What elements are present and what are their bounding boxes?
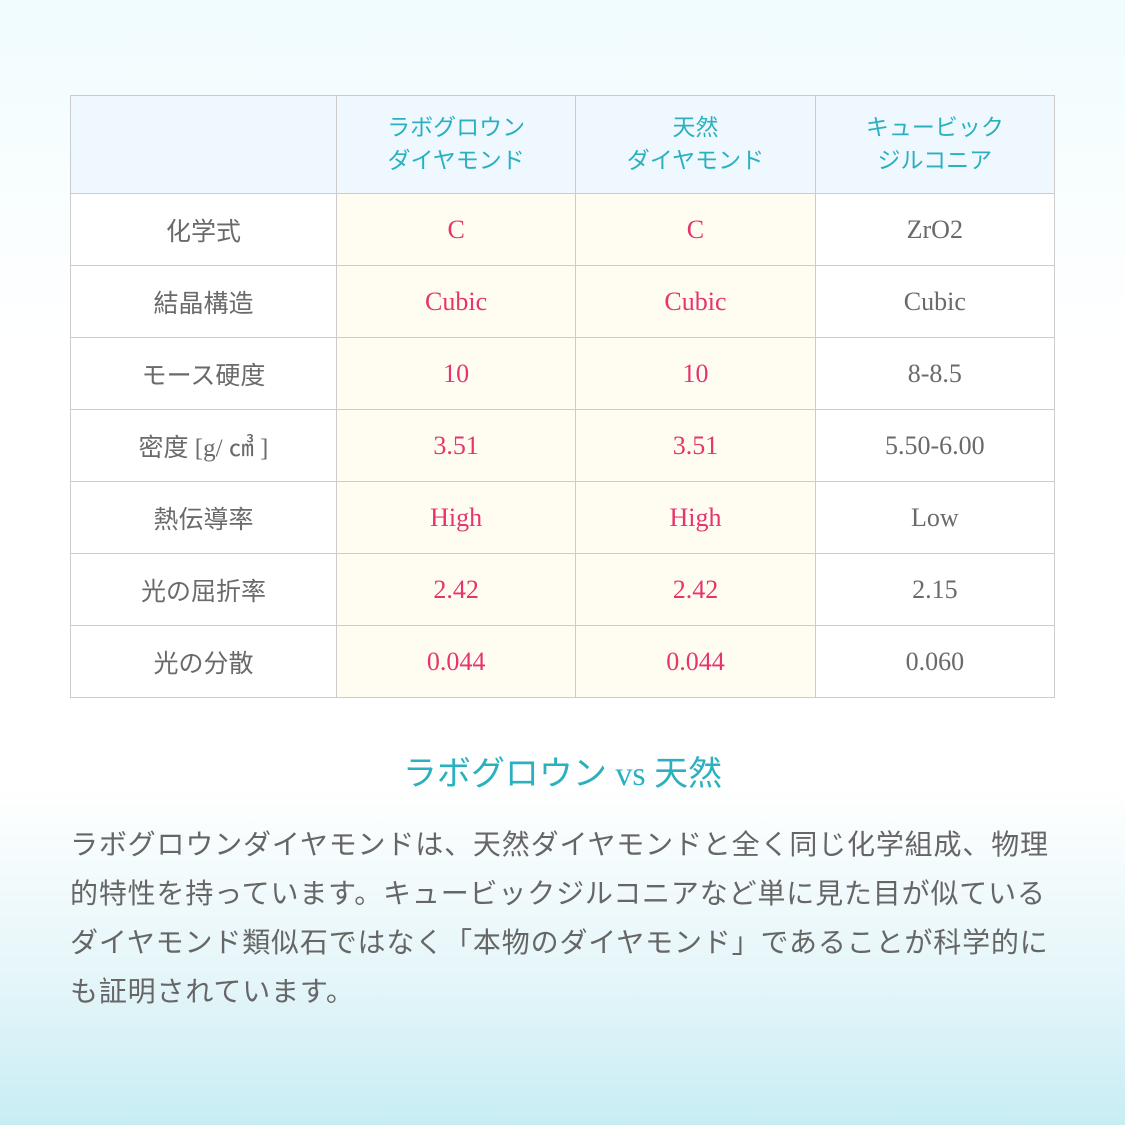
row-label: 熱伝導率 <box>71 482 337 554</box>
heading-wrap: ラボグロウン vs 天然 <box>70 746 1055 795</box>
cell-labgrown: C <box>336 194 575 266</box>
row-label: 化学式 <box>71 194 337 266</box>
table-row: 熱伝導率HighHighLow <box>71 482 1055 554</box>
cell-natural: C <box>576 194 815 266</box>
cell-cz: 2.15 <box>815 554 1054 626</box>
table-row: 光の分散0.0440.0440.060 <box>71 626 1055 698</box>
cell-cz: ZrO2 <box>815 194 1054 266</box>
cell-cz: 5.50-6.00 <box>815 410 1054 482</box>
row-label: 結晶構造 <box>71 266 337 338</box>
table-header-row: ラボグロウンダイヤモンド 天然ダイヤモンド キュービックジルコニア <box>71 96 1055 194</box>
table-row: 光の屈折率2.422.422.15 <box>71 554 1055 626</box>
cell-cz: 8-8.5 <box>815 338 1054 410</box>
cell-cz: Cubic <box>815 266 1054 338</box>
cell-natural: 0.044 <box>576 626 815 698</box>
cell-cz: Low <box>815 482 1054 554</box>
table-row: モース硬度10108-8.5 <box>71 338 1055 410</box>
cell-labgrown: 3.51 <box>336 410 575 482</box>
cell-natural: 10 <box>576 338 815 410</box>
header-empty <box>71 96 337 194</box>
header-labgrown: ラボグロウンダイヤモンド <box>336 96 575 194</box>
cell-cz: 0.060 <box>815 626 1054 698</box>
cell-labgrown: 10 <box>336 338 575 410</box>
cell-labgrown: 2.42 <box>336 554 575 626</box>
row-label: 光の屈折率 <box>71 554 337 626</box>
cell-natural: 2.42 <box>576 554 815 626</box>
header-natural: 天然ダイヤモンド <box>576 96 815 194</box>
cell-labgrown: High <box>336 482 575 554</box>
row-label: 光の分散 <box>71 626 337 698</box>
cell-labgrown: 0.044 <box>336 626 575 698</box>
header-cz: キュービックジルコニア <box>815 96 1054 194</box>
table-body: 化学式CCZrO2結晶構造CubicCubicCubicモース硬度10108-8… <box>71 194 1055 698</box>
cell-labgrown: Cubic <box>336 266 575 338</box>
comparison-table: ラボグロウンダイヤモンド 天然ダイヤモンド キュービックジルコニア 化学式CCZ… <box>70 95 1055 698</box>
cell-natural: 3.51 <box>576 410 815 482</box>
row-label: モース硬度 <box>71 338 337 410</box>
section-heading: ラボグロウン vs 天然 <box>70 746 1055 795</box>
body-text: ラボグロウンダイヤモンドは、天然ダイヤモンドと全く同じ化学組成、物理的特性を持っ… <box>70 821 1055 1017</box>
cell-natural: High <box>576 482 815 554</box>
table-row: 結晶構造CubicCubicCubic <box>71 266 1055 338</box>
row-label: 密度 [g/ ㎤ ] <box>71 410 337 482</box>
cell-natural: Cubic <box>576 266 815 338</box>
table-row: 密度 [g/ ㎤ ]3.513.515.50-6.00 <box>71 410 1055 482</box>
table-row: 化学式CCZrO2 <box>71 194 1055 266</box>
